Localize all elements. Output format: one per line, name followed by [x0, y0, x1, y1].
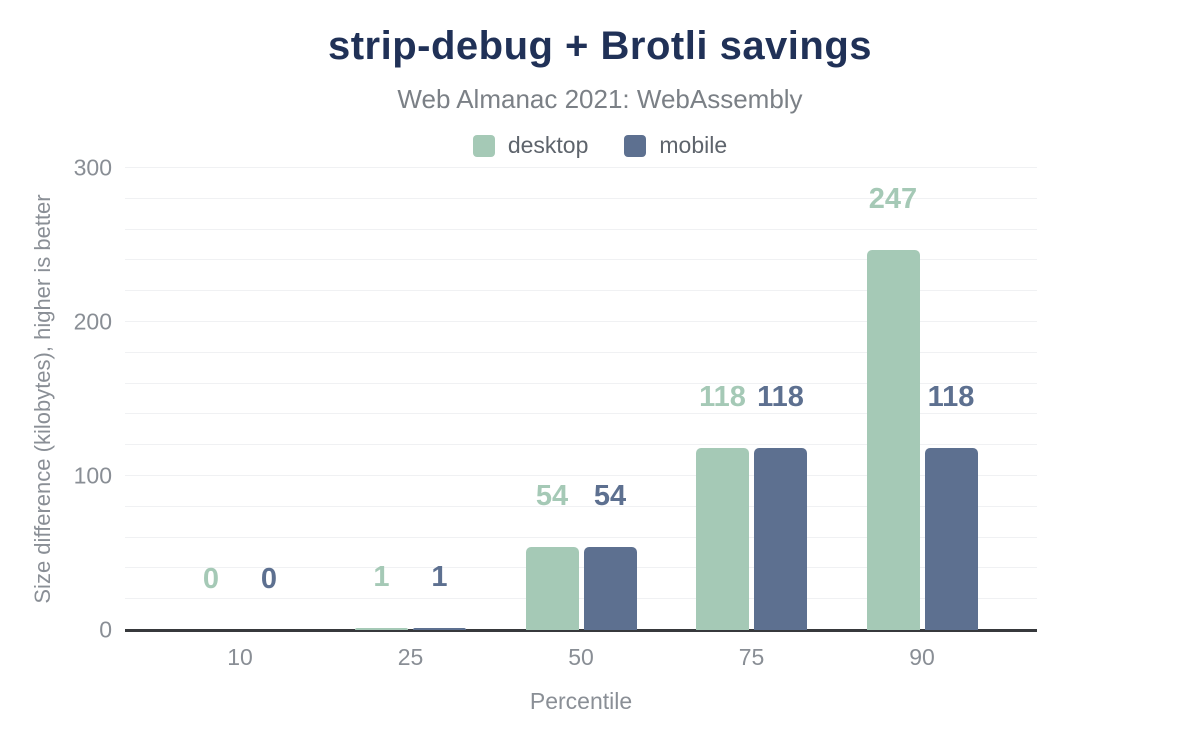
value-label-desktop-p75: 118: [699, 381, 746, 414]
x-tick-label-10: 10: [227, 644, 253, 670]
gridline: [125, 290, 1037, 292]
legend-label-mobile: mobile: [659, 132, 728, 158]
gridline: [125, 598, 1037, 600]
bar-desktop-p25[interactable]: [355, 628, 408, 630]
bar-mobile-p90[interactable]: [924, 448, 978, 630]
gridline: [125, 197, 1037, 199]
bar-desktop-p50[interactable]: [525, 546, 579, 630]
plot-area: 0 0 1 1 54 54 118 118 247 118: [125, 167, 1037, 632]
gridline: [125, 444, 1037, 446]
bar-mobile-p50[interactable]: [583, 546, 637, 630]
gridline: [125, 475, 1037, 476]
y-tick-label-100: 100: [73, 462, 112, 489]
value-label-mobile-p10: 0: [260, 563, 278, 595]
legend-swatch-mobile: [624, 134, 647, 157]
gridline: [125, 228, 1037, 230]
x-tick-label-90: 90: [909, 644, 935, 670]
value-label-desktop-p10: 0: [202, 563, 220, 595]
gridline: [125, 167, 1037, 168]
x-tick-label-25: 25: [397, 644, 424, 670]
gridline: [125, 413, 1037, 415]
legend-label-desktop: desktop: [507, 132, 589, 158]
gridline: [125, 382, 1037, 384]
gridline: [125, 536, 1037, 538]
value-label-desktop-p50: 54: [535, 479, 569, 512]
value-label-mobile-p50: 54: [593, 479, 627, 512]
value-label-mobile-p25: 1: [431, 561, 448, 594]
value-label-mobile-p75: 118: [757, 381, 804, 414]
gridline: [125, 259, 1037, 261]
y-axis-title: Size difference (kilobytes), higher is b…: [30, 194, 55, 604]
gridline: [125, 321, 1037, 322]
gridline: [125, 351, 1037, 353]
y-tick-label-200: 200: [73, 308, 112, 335]
x-axis-title: Percentile: [529, 688, 633, 714]
legend: desktop mobile: [0, 132, 1200, 159]
legend-item-mobile[interactable]: mobile: [624, 132, 727, 159]
bar-mobile-p25[interactable]: [413, 628, 466, 630]
chart-subtitle: Web Almanac 2021: WebAssembly: [397, 84, 803, 114]
bar-desktop-p90[interactable]: [866, 249, 920, 630]
bar-desktop-p75[interactable]: [696, 448, 749, 630]
y-tick-label-0: 0: [99, 616, 112, 643]
bar-mobile-p75[interactable]: [754, 448, 807, 630]
gridline: [125, 567, 1037, 569]
x-axis-line: [125, 628, 1037, 632]
gridline: [125, 505, 1037, 507]
value-label-mobile-p90: 118: [927, 381, 975, 414]
y-tick-label-300: 300: [73, 154, 112, 181]
value-label-desktop-p90: 247: [868, 182, 918, 215]
chart-title: strip-debug + Brotli savings: [327, 24, 873, 68]
legend-swatch-desktop: [472, 134, 495, 157]
x-tick-label-75: 75: [738, 644, 765, 670]
legend-item-desktop[interactable]: desktop: [472, 132, 589, 159]
x-tick-label-50: 50: [568, 644, 594, 670]
value-label-desktop-p25: 1: [373, 561, 390, 594]
